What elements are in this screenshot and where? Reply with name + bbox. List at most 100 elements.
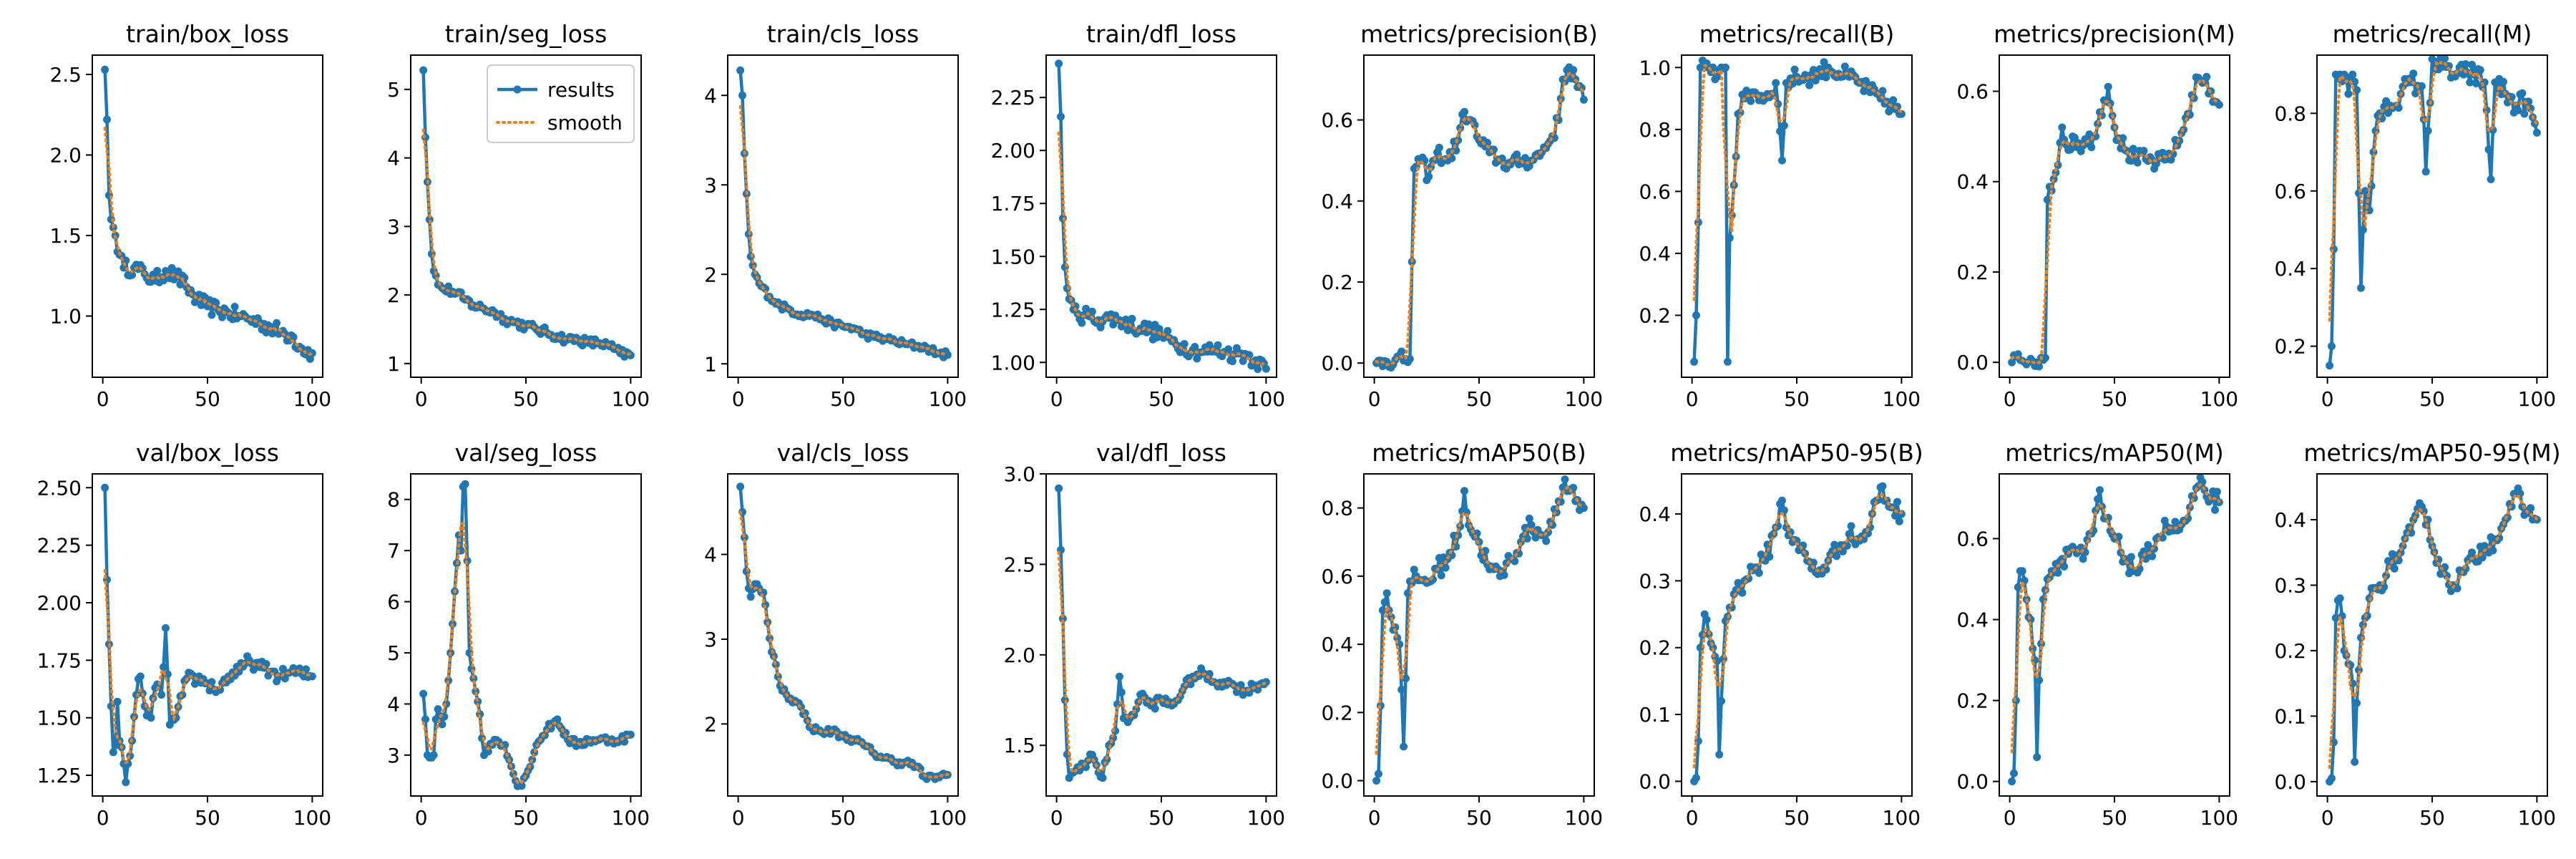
- results-point: [1893, 498, 1901, 506]
- results-point: [1058, 614, 1067, 623]
- x-tick-label: 100: [1565, 806, 1603, 830]
- results-point: [2462, 60, 2470, 68]
- y-tick-label: 0.4: [2274, 257, 2306, 281]
- y-tick-label: 1.0: [49, 305, 82, 329]
- results-point: [1123, 326, 1132, 334]
- plot-area: [1690, 57, 1906, 366]
- smooth-line: [1057, 550, 1268, 775]
- results-point: [2466, 78, 2474, 87]
- results-point: [1441, 563, 1450, 572]
- y-tick-label: 5: [387, 641, 400, 665]
- plot-area: [2326, 484, 2541, 786]
- results-point: [1840, 62, 1849, 71]
- results-point: [943, 351, 952, 359]
- results-point: [429, 751, 438, 759]
- results-point: [176, 280, 185, 288]
- legend: results smooth: [487, 64, 635, 143]
- x-tick-label: 50: [195, 806, 220, 830]
- results-point: [2104, 82, 2112, 91]
- x-tick-label: 50: [1148, 387, 1174, 411]
- legend-results-marker: [513, 85, 522, 94]
- results-point: [1811, 77, 1820, 84]
- results-point: [1372, 777, 1381, 785]
- y-tick-label: 2: [704, 263, 717, 286]
- plot-area: [419, 66, 635, 361]
- x-tick-label: 0: [2004, 387, 2016, 411]
- x-tick-label: 100: [2518, 806, 2556, 830]
- results-point: [147, 714, 155, 722]
- results-point: [461, 480, 469, 488]
- results-point: [101, 483, 109, 492]
- results-point: [1569, 66, 1578, 74]
- results-point: [1075, 766, 1084, 775]
- y-tick-label: 1.25: [37, 764, 82, 787]
- x-tick-label: 100: [2200, 387, 2238, 411]
- results-point: [2171, 518, 2180, 526]
- y-tick-label: 0.6: [2274, 180, 2306, 203]
- y-tick-label: 0.2: [1639, 304, 1671, 327]
- results-point: [2008, 358, 2016, 367]
- results-point: [1155, 325, 1163, 333]
- results-point: [2135, 565, 2144, 573]
- y-tick-label: 0.2: [2274, 335, 2306, 359]
- y-tick-label: 2.5: [1003, 553, 1035, 576]
- plot-area: [1372, 63, 1588, 372]
- x-tick-label: 100: [1883, 387, 1921, 411]
- results-point: [1163, 326, 1172, 335]
- results-point: [1262, 364, 1270, 373]
- results-point: [1521, 154, 1529, 162]
- y-tick-label: 0.3: [2274, 573, 2306, 597]
- results-point: [1452, 543, 1460, 551]
- results-point: [1833, 552, 1841, 560]
- y-tick-label: 0.6: [1321, 565, 1353, 588]
- results-point: [208, 311, 216, 319]
- results-point: [1078, 319, 1086, 327]
- results-point: [2079, 555, 2087, 563]
- results-point: [1747, 97, 1755, 105]
- x-tick-label: 100: [2200, 806, 2238, 830]
- results-point: [2336, 594, 2344, 603]
- results-point: [197, 301, 205, 309]
- results-point: [2328, 342, 2336, 351]
- results-point: [2041, 354, 2049, 362]
- results-line: [103, 487, 313, 784]
- results-point: [2008, 777, 2016, 786]
- x-tick-label: 0: [732, 806, 745, 830]
- results-point: [1878, 87, 1887, 95]
- legend-smooth-label: smooth: [547, 111, 623, 135]
- subplot-11: val/cls_loss 0 50 100 2 3 4: [704, 439, 967, 830]
- subplot-title: metrics/precision(B): [1360, 20, 1598, 48]
- results-point: [249, 666, 258, 674]
- results-point: [1144, 320, 1153, 329]
- axes-frame: [1681, 54, 1913, 378]
- results-point: [484, 747, 492, 756]
- results-point: [1895, 517, 1903, 525]
- results-point: [1057, 112, 1065, 121]
- results-point: [302, 665, 311, 674]
- results-point: [2357, 283, 2365, 292]
- results-point: [2140, 147, 2148, 155]
- results-point: [2215, 100, 2223, 109]
- results-point: [2487, 175, 2495, 183]
- y-tick-label: 1.5: [1003, 734, 1035, 757]
- y-tick-label: 1.75: [37, 649, 82, 672]
- y-tick-label: 1.00: [991, 351, 1035, 374]
- results-point: [1690, 357, 1699, 366]
- results-point: [1805, 81, 1814, 89]
- y-tick-label: 2.25: [991, 86, 1035, 110]
- results-point: [1820, 58, 1828, 67]
- y-tick-label: 0.6: [1321, 109, 1353, 132]
- results-point: [160, 663, 167, 671]
- results-point: [1862, 77, 1870, 85]
- results-point: [2010, 769, 2018, 777]
- smooth-line: [2328, 493, 2539, 770]
- results-point: [2067, 145, 2074, 154]
- results-point: [1378, 606, 1387, 614]
- results-point: [1734, 578, 1742, 587]
- y-tick-label: 1.50: [991, 245, 1035, 268]
- results-point: [1500, 571, 1508, 579]
- results-point: [1088, 307, 1096, 316]
- y-tick-label: 1.5: [49, 224, 82, 248]
- subplot-title: train/cls_loss: [767, 20, 919, 48]
